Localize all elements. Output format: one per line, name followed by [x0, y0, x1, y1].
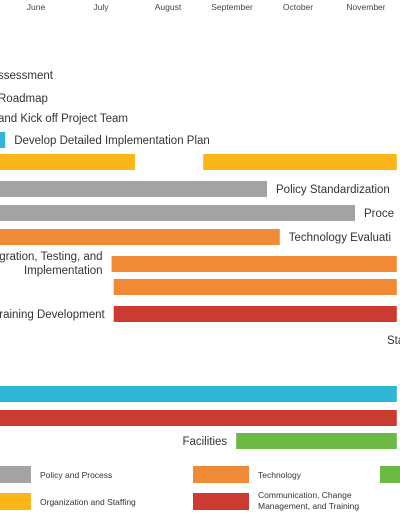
- task-label: and Kick off Project Team: [0, 113, 128, 125]
- gantt-bar: [0, 154, 135, 170]
- month-label: June: [27, 2, 46, 12]
- legend-swatch: [0, 466, 31, 483]
- gantt-bar: [0, 386, 397, 402]
- legend-label: Policy and Process: [40, 470, 112, 480]
- month-label: October: [283, 2, 313, 12]
- gantt-bar: [113, 306, 397, 322]
- task-label: ssessment: [0, 70, 54, 82]
- gantt-bar: [236, 433, 397, 449]
- task-label: Develop Detailed Implementation Plan: [14, 135, 210, 147]
- legend-label: Organization and Staffing: [40, 497, 136, 507]
- month-label: July: [93, 2, 109, 12]
- task-label: Proce: [364, 208, 394, 220]
- gantt-bar: [113, 279, 397, 295]
- gantt-bar: [0, 181, 267, 197]
- month-label: November: [346, 2, 385, 12]
- legend-swatch: [193, 493, 249, 510]
- task-label: Technology Evaluati: [289, 232, 391, 244]
- task-label: Facilities: [182, 436, 227, 448]
- gantt-bar: [111, 256, 397, 272]
- gantt-bar: [0, 205, 355, 221]
- legend-label: Technology: [258, 470, 302, 480]
- gantt-bar: [203, 154, 397, 170]
- gantt-bar: [0, 229, 280, 245]
- legend-swatch: [193, 466, 249, 483]
- gantt-bar: [0, 132, 6, 148]
- task-label: Sta: [387, 335, 400, 347]
- task-label: Policy Standardization: [276, 184, 390, 196]
- gantt-bar: [0, 410, 397, 426]
- task-label: Roadmap: [0, 93, 48, 105]
- legend-swatch: [380, 466, 400, 483]
- legend-swatch: [0, 493, 31, 510]
- task-label: Training Development: [0, 309, 106, 321]
- legend-label: Communication, Change Management, and Tra…: [258, 490, 359, 511]
- month-label: August: [155, 2, 182, 12]
- month-label: September: [211, 2, 253, 12]
